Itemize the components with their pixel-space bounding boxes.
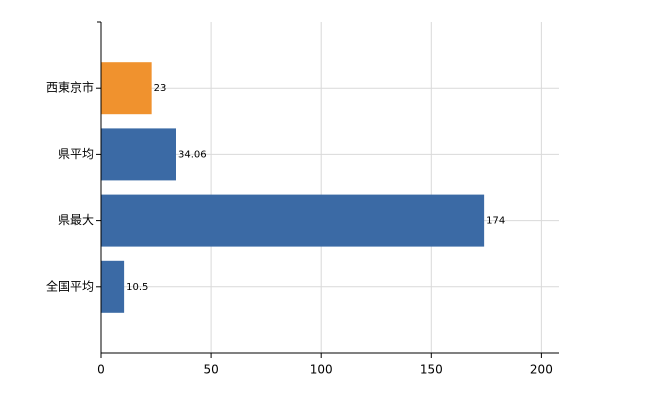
y-tick-label: 県平均 (58, 147, 94, 161)
bar (101, 128, 176, 181)
y-tick-label: 県最大 (58, 213, 94, 227)
value-label: 174 (486, 216, 505, 227)
x-tick-label: 0 (97, 363, 105, 377)
x-tick-label: 100 (310, 363, 333, 377)
y-tick-label: 西東京市 (46, 80, 94, 95)
bar (101, 260, 125, 313)
bar (101, 194, 485, 247)
x-tick-label: 150 (420, 363, 443, 377)
x-tick-label: 50 (203, 363, 218, 377)
value-label: 23 (154, 83, 167, 94)
value-label: 10.5 (126, 282, 148, 293)
x-tick-label: 200 (530, 363, 553, 377)
y-tick-label: 全国平均 (46, 278, 94, 293)
value-label: 34.06 (178, 149, 207, 160)
bar (101, 62, 152, 115)
